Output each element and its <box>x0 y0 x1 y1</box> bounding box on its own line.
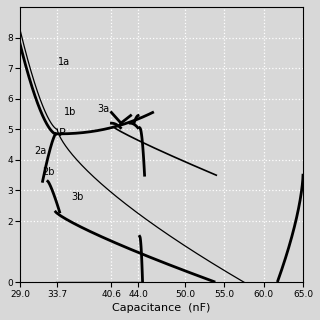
Text: 1a: 1a <box>58 57 70 67</box>
Text: 2b: 2b <box>42 167 55 177</box>
Text: 2a: 2a <box>35 146 47 156</box>
Text: 3a: 3a <box>97 104 109 115</box>
X-axis label: Capacitance  (nF): Capacitance (nF) <box>112 303 211 313</box>
Text: 3b: 3b <box>71 192 84 202</box>
Text: P: P <box>59 128 66 138</box>
Text: 1b: 1b <box>63 108 76 117</box>
